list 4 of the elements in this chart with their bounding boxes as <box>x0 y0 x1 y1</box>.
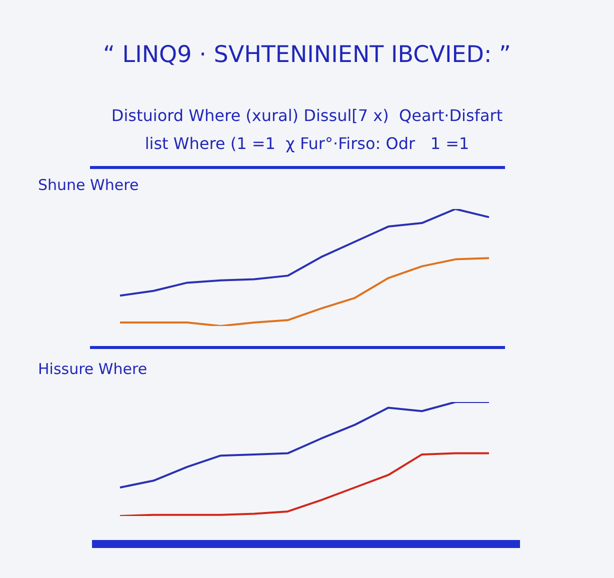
chart-title: “ LINQ9 · SVHTENINIENT IBCVIED: ” <box>102 42 512 68</box>
chart-subtitle: Distuiord Where (xural) Dissul[7 x) Qeart·Disfart list Where (1 =1 χ Fur°·Firso: Odr 1 =1 <box>110 105 504 155</box>
chart-title: Hissure Where <box>38 360 148 378</box>
text: Shune Where <box>38 176 139 194</box>
